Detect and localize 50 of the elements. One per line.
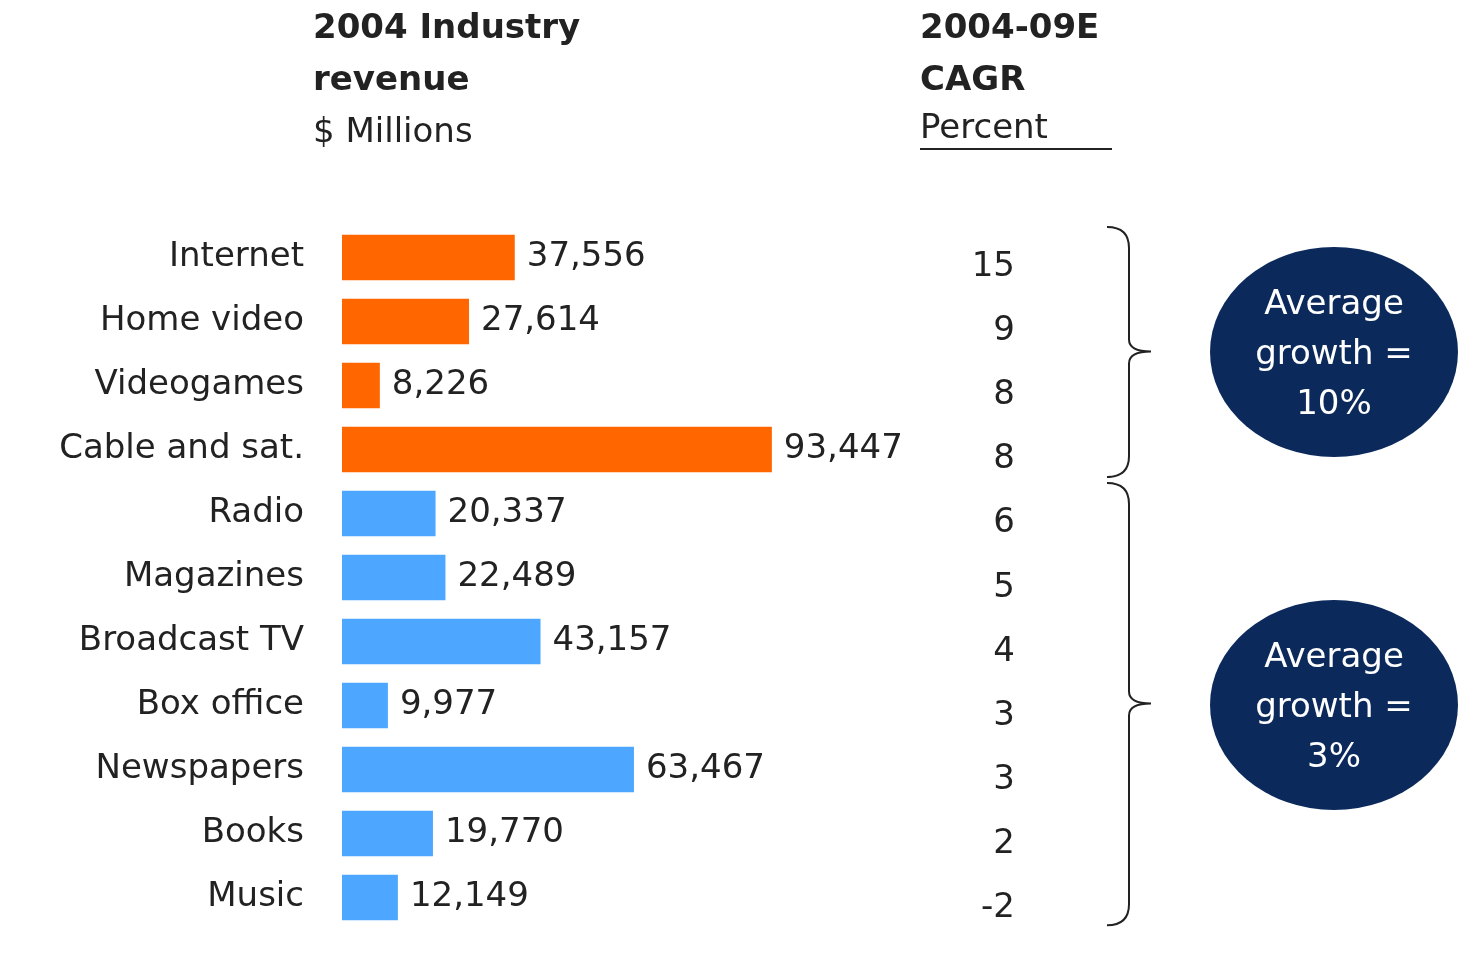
data-label: 43,157 — [552, 618, 672, 659]
data-label: 20,337 — [447, 490, 567, 531]
y-tick-label: Videogames — [94, 362, 304, 403]
y-tick-label: Music — [207, 874, 304, 915]
data-label: 3 — [992, 692, 1015, 733]
data-label: 9 — [992, 308, 1015, 349]
data-label: 6 — [992, 500, 1015, 541]
y-tick-label: Newspapers — [95, 746, 304, 787]
text: Average growth = 10% — [1254, 281, 1414, 425]
text: Percent — [920, 104, 1112, 150]
data-label: 3 — [992, 756, 1015, 797]
y-tick-label: Radio — [208, 490, 304, 531]
y-tick-label: Home video — [99, 298, 304, 339]
y-tick-label: Internet — [168, 234, 304, 275]
chart-title: 2004 Industry revenue — [313, 5, 582, 100]
data-label: 27,614 — [481, 298, 600, 339]
data-label: 63,467 — [645, 746, 765, 787]
chart-subtitle: $ Millions — [313, 109, 474, 152]
bar — [342, 810, 433, 857]
data-label: 2 — [992, 820, 1015, 861]
data-label: 8,226 — [391, 362, 490, 403]
text: Average growth = 3% — [1254, 633, 1414, 777]
bar — [342, 874, 398, 921]
bar — [342, 298, 470, 345]
data-label: 9,977 — [399, 682, 498, 723]
data-label: 19,770 — [444, 810, 564, 851]
data-label: 22,489 — [457, 554, 577, 595]
data-label: -2 — [980, 884, 1015, 925]
y-tick-label: Books — [201, 810, 304, 851]
data-label: 5 — [992, 564, 1015, 605]
bar — [342, 746, 634, 793]
text: 2004-09E CAGR — [920, 5, 1101, 100]
y-tick-label: Box office — [136, 682, 304, 723]
data-label: 12,149 — [409, 874, 529, 915]
data-label: 8 — [992, 372, 1015, 413]
data-label: 15 — [970, 244, 1015, 285]
bar — [342, 490, 436, 537]
bar — [342, 234, 515, 281]
data-label: 93,447 — [783, 426, 903, 467]
data-label: 37,556 — [526, 234, 646, 275]
bar — [342, 554, 446, 601]
bar — [342, 618, 541, 665]
bar — [342, 426, 772, 473]
y-tick-label: Magazines — [123, 554, 304, 595]
y-tick-label: Broadcast TV — [78, 618, 304, 659]
bar — [342, 362, 380, 409]
bar — [342, 682, 388, 729]
data-label: 4 — [992, 628, 1015, 669]
y-tick-label: Cable and sat. — [59, 426, 304, 467]
data-label: 8 — [992, 436, 1015, 477]
